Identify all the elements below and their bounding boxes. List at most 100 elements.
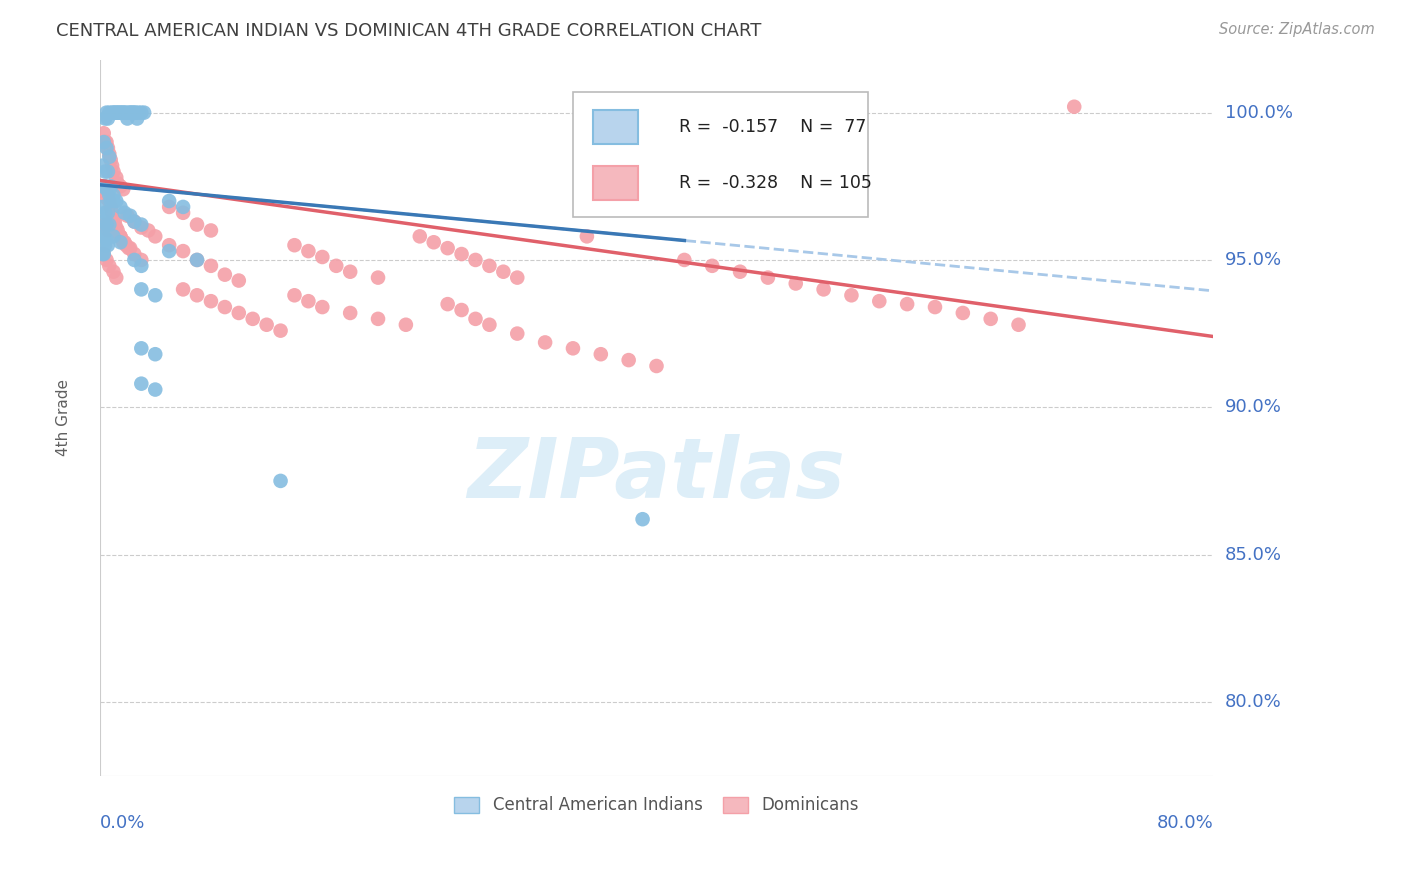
Point bbox=[132, 105, 155, 120]
Point bbox=[117, 209, 139, 223]
Point bbox=[117, 112, 139, 126]
Point bbox=[94, 218, 117, 232]
Point bbox=[96, 252, 118, 267]
Point bbox=[214, 300, 236, 314]
Point bbox=[101, 105, 124, 120]
Point bbox=[97, 238, 120, 252]
Point bbox=[143, 288, 166, 302]
Point bbox=[91, 247, 114, 261]
Point bbox=[105, 194, 128, 208]
Point bbox=[97, 188, 120, 202]
Point bbox=[575, 229, 598, 244]
Point bbox=[110, 200, 132, 214]
Point bbox=[172, 282, 194, 296]
Point bbox=[98, 194, 121, 208]
Point bbox=[93, 179, 115, 194]
Point bbox=[103, 164, 125, 178]
Point bbox=[118, 105, 141, 120]
Point bbox=[256, 318, 278, 332]
Text: ZIPatlas: ZIPatlas bbox=[468, 434, 845, 516]
Text: 0.0%: 0.0% bbox=[100, 814, 145, 832]
Point bbox=[98, 150, 121, 164]
Point bbox=[157, 200, 180, 214]
Point bbox=[107, 105, 129, 120]
Point bbox=[96, 141, 118, 155]
Point bbox=[101, 206, 124, 220]
Text: R =  -0.328    N = 105: R = -0.328 N = 105 bbox=[679, 174, 872, 192]
Text: 95.0%: 95.0% bbox=[1225, 251, 1282, 268]
Text: CENTRAL AMERICAN INDIAN VS DOMINICAN 4TH GRADE CORRELATION CHART: CENTRAL AMERICAN INDIAN VS DOMINICAN 4TH… bbox=[56, 22, 762, 40]
Point bbox=[115, 105, 138, 120]
Point bbox=[756, 270, 779, 285]
Point bbox=[128, 105, 150, 120]
Point bbox=[924, 300, 946, 314]
Point bbox=[91, 223, 114, 237]
Point bbox=[270, 324, 292, 338]
Point bbox=[131, 252, 153, 267]
Point bbox=[450, 247, 472, 261]
Point bbox=[103, 188, 125, 202]
Point bbox=[118, 241, 141, 255]
Point bbox=[868, 294, 890, 309]
Point bbox=[645, 359, 668, 373]
Point bbox=[114, 105, 136, 120]
Point bbox=[120, 241, 142, 255]
Point bbox=[108, 105, 131, 120]
Point bbox=[96, 105, 118, 120]
Point bbox=[120, 209, 142, 223]
Point bbox=[131, 105, 153, 120]
Point bbox=[115, 238, 138, 252]
Point bbox=[110, 235, 132, 250]
Point bbox=[422, 235, 444, 250]
Text: Source: ZipAtlas.com: Source: ZipAtlas.com bbox=[1219, 22, 1375, 37]
Point bbox=[311, 250, 333, 264]
Point bbox=[409, 229, 432, 244]
Point bbox=[436, 297, 458, 311]
Point bbox=[97, 206, 120, 220]
Text: 100.0%: 100.0% bbox=[1225, 103, 1292, 121]
Point bbox=[127, 112, 149, 126]
Point bbox=[450, 303, 472, 318]
Point bbox=[478, 318, 501, 332]
Point bbox=[367, 270, 389, 285]
Point bbox=[100, 194, 122, 208]
Point bbox=[105, 105, 128, 120]
Text: 80.0%: 80.0% bbox=[1225, 693, 1281, 711]
Point bbox=[112, 182, 135, 196]
Point bbox=[631, 512, 654, 526]
Point bbox=[841, 288, 863, 302]
Point bbox=[228, 274, 250, 288]
Point bbox=[270, 474, 292, 488]
Point bbox=[200, 259, 222, 273]
Point bbox=[94, 135, 117, 149]
Point bbox=[562, 341, 585, 355]
Point bbox=[214, 268, 236, 282]
Point bbox=[96, 191, 118, 205]
Point bbox=[492, 265, 515, 279]
Point bbox=[103, 265, 125, 279]
Point bbox=[325, 259, 347, 273]
Point bbox=[100, 153, 122, 167]
FancyBboxPatch shape bbox=[593, 166, 638, 200]
Point bbox=[100, 200, 122, 214]
Point bbox=[1063, 100, 1085, 114]
Point bbox=[114, 206, 136, 220]
Point bbox=[107, 177, 129, 191]
Point bbox=[131, 376, 153, 391]
Point bbox=[94, 185, 117, 199]
Point bbox=[464, 252, 486, 267]
Point bbox=[367, 311, 389, 326]
Point bbox=[93, 126, 115, 140]
Point bbox=[896, 297, 918, 311]
FancyBboxPatch shape bbox=[593, 110, 638, 145]
Point bbox=[111, 105, 134, 120]
Point bbox=[980, 311, 1002, 326]
Point bbox=[131, 341, 153, 355]
Point bbox=[124, 214, 146, 228]
Point bbox=[283, 238, 305, 252]
Point bbox=[131, 220, 153, 235]
Point bbox=[104, 214, 127, 228]
Point bbox=[172, 200, 194, 214]
Point bbox=[103, 194, 125, 208]
Point bbox=[114, 235, 136, 250]
